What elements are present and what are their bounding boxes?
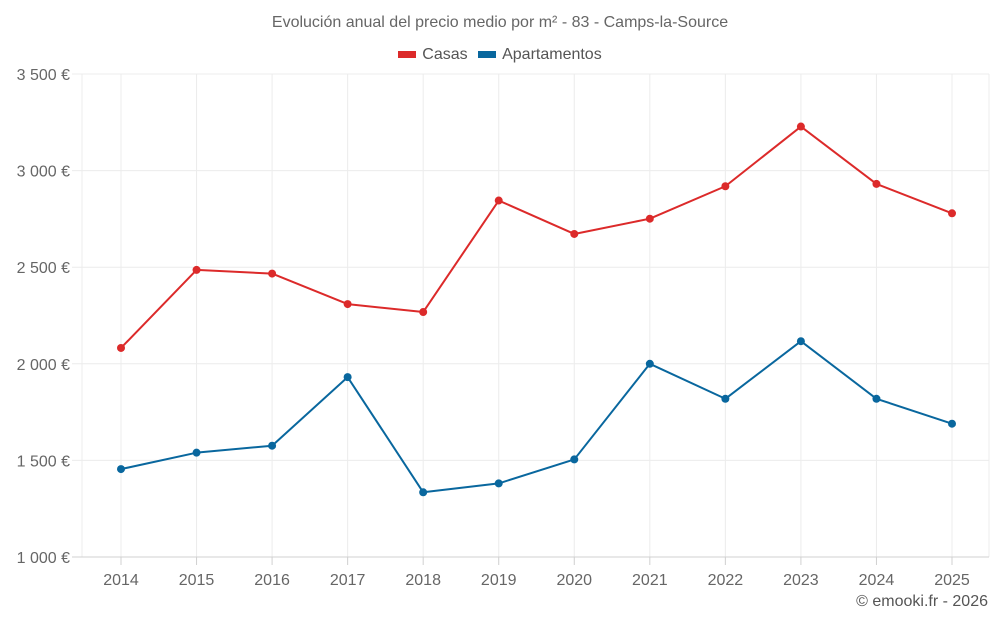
x-tick-label: 2018 (405, 572, 441, 589)
data-point-apartamentos[interactable] (192, 448, 201, 457)
data-point-apartamentos[interactable] (268, 441, 277, 450)
x-tick-label: 2025 (934, 572, 970, 589)
x-tick-label: 2016 (254, 572, 290, 589)
x-tick-label: 2024 (859, 572, 895, 589)
y-tick-label: 1 500 € (17, 453, 70, 470)
y-tick-label: 2 000 € (17, 357, 70, 374)
data-point-apartamentos[interactable] (570, 455, 579, 464)
x-tick-label: 2021 (632, 572, 668, 589)
legend-label-apartamentos: Apartamentos (502, 45, 602, 63)
series-line-casas (120, 125, 953, 349)
legend: Casas Apartamentos (0, 45, 1000, 64)
y-tick-label: 1 000 € (17, 550, 70, 567)
data-point-apartamentos[interactable] (872, 394, 881, 403)
data-point-casas[interactable] (419, 308, 428, 317)
data-point-apartamentos[interactable] (494, 479, 503, 488)
legend-item-casas[interactable]: Casas (398, 45, 468, 64)
data-point-casas[interactable] (872, 179, 881, 188)
data-point-casas[interactable] (268, 269, 277, 278)
data-point-casas[interactable] (796, 122, 805, 131)
series-line-apartamentos (120, 340, 953, 494)
data-point-apartamentos[interactable] (419, 488, 428, 497)
data-point-apartamentos[interactable] (117, 465, 125, 474)
x-tick-label: 2019 (481, 572, 517, 589)
x-tick-label: 2017 (330, 572, 366, 589)
data-point-apartamentos[interactable] (948, 419, 956, 428)
data-point-apartamentos[interactable] (721, 394, 730, 403)
y-tick-label: 3 500 € (17, 67, 70, 84)
x-tick-label: 2023 (783, 572, 819, 589)
data-point-casas[interactable] (343, 300, 352, 309)
data-point-casas[interactable] (948, 209, 956, 218)
legend-label-casas: Casas (422, 45, 468, 63)
chart-title: Evolución anual del precio medio por m² … (271, 14, 729, 31)
x-tick-label: 2022 (708, 572, 744, 589)
y-tick-label: 2 500 € (17, 260, 70, 277)
data-point-casas[interactable] (645, 214, 654, 223)
legend-swatch-apartamentos (478, 51, 497, 58)
legend-swatch-casas (398, 51, 417, 58)
data-point-casas[interactable] (117, 343, 125, 352)
data-point-apartamentos[interactable] (645, 359, 654, 368)
grid (72, 73, 990, 558)
data-point-casas[interactable] (570, 229, 579, 238)
credit-text: © emooki.fr - 2026 (856, 593, 988, 610)
series-layer (117, 122, 956, 497)
data-point-casas[interactable] (721, 182, 730, 191)
axes: 1 000 € 1 500 € 2 000 € 2 500 € 3 000 € 3 500… (17, 67, 970, 589)
data-point-casas[interactable] (494, 196, 503, 205)
y-tick-label: 3 000 € (17, 164, 70, 181)
data-point-apartamentos[interactable] (796, 337, 805, 346)
x-tick-label: 2020 (556, 572, 592, 589)
x-tick-label: 2014 (103, 572, 139, 589)
legend-item-apartamentos[interactable]: Apartamentos (478, 46, 602, 64)
x-tick-label: 2015 (179, 572, 215, 589)
data-point-apartamentos[interactable] (343, 373, 352, 382)
data-point-casas[interactable] (192, 265, 201, 274)
